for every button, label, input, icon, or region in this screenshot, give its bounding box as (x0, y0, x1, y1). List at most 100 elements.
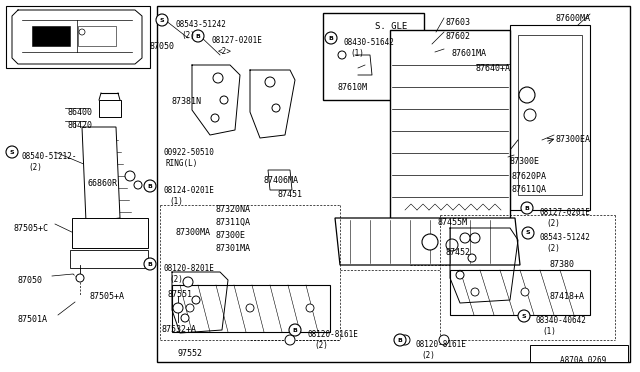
Text: A870A 0269: A870A 0269 (560, 356, 606, 365)
Text: 87601MA: 87601MA (452, 49, 487, 58)
Circle shape (192, 296, 200, 304)
Circle shape (422, 234, 438, 250)
Circle shape (522, 227, 534, 239)
Circle shape (524, 109, 536, 121)
Text: B: B (525, 205, 529, 211)
Circle shape (521, 202, 533, 214)
Text: 08120-8161E: 08120-8161E (308, 330, 359, 339)
Text: 08127-0201E: 08127-0201E (212, 36, 263, 45)
Text: (2): (2) (28, 163, 42, 172)
Text: 87640+A: 87640+A (476, 64, 511, 73)
Text: 87611QA: 87611QA (512, 185, 547, 194)
Bar (400, 50, 502, 220)
Circle shape (285, 335, 295, 345)
Circle shape (173, 303, 183, 313)
Circle shape (394, 334, 406, 346)
Text: 87501A: 87501A (18, 315, 48, 324)
Circle shape (76, 274, 84, 282)
Text: 87551: 87551 (168, 290, 193, 299)
Text: (2): (2) (181, 31, 195, 40)
Text: 08120-8161E: 08120-8161E (415, 340, 466, 349)
Circle shape (325, 32, 337, 44)
Text: 08340-40642: 08340-40642 (536, 316, 587, 325)
Text: 08124-0201E: 08124-0201E (163, 186, 214, 195)
Text: 87600MA: 87600MA (555, 14, 590, 23)
Circle shape (220, 96, 228, 104)
Bar (32, 26, 70, 46)
Text: (2): (2) (314, 341, 328, 350)
Text: (1): (1) (350, 49, 364, 58)
Text: <2>: <2> (218, 47, 232, 56)
Text: (2): (2) (546, 244, 560, 253)
Text: 87300E: 87300E (510, 157, 540, 166)
Circle shape (125, 171, 135, 181)
Circle shape (470, 233, 480, 243)
Text: B: B (148, 183, 152, 189)
Circle shape (521, 288, 529, 296)
Circle shape (471, 288, 479, 296)
Bar (6, 6, 150, 68)
Circle shape (306, 304, 314, 312)
Text: 08430-51642: 08430-51642 (344, 38, 395, 47)
Text: 08543-51242: 08543-51242 (540, 233, 591, 242)
Circle shape (186, 304, 194, 312)
Text: 87451: 87451 (278, 190, 303, 199)
Text: 87300EA: 87300EA (556, 135, 591, 144)
Text: 87050: 87050 (18, 276, 43, 285)
Text: 87300E: 87300E (215, 231, 245, 240)
Circle shape (338, 51, 346, 59)
Bar (157, 6, 630, 362)
Text: 66860R: 66860R (88, 179, 118, 188)
Text: S: S (160, 17, 164, 22)
Bar (518, 35, 582, 195)
Text: B: B (328, 35, 333, 41)
Text: (2): (2) (546, 219, 560, 228)
Polygon shape (172, 320, 192, 330)
Bar (510, 25, 590, 210)
Text: 87602: 87602 (446, 32, 471, 41)
Text: 87380: 87380 (550, 260, 575, 269)
Text: B: B (148, 262, 152, 266)
Text: (1): (1) (542, 327, 556, 336)
Polygon shape (172, 288, 192, 298)
Text: 87381N: 87381N (171, 97, 201, 106)
Circle shape (211, 114, 219, 122)
Polygon shape (450, 270, 590, 315)
Text: 08127-0201E: 08127-0201E (540, 208, 591, 217)
Circle shape (272, 104, 280, 112)
Text: 08540-51212-: 08540-51212- (22, 152, 77, 161)
Circle shape (144, 180, 156, 192)
Circle shape (181, 314, 189, 322)
Text: S: S (525, 231, 531, 235)
Polygon shape (82, 127, 120, 222)
Text: 87311QA: 87311QA (215, 218, 250, 227)
Circle shape (289, 324, 301, 336)
Text: S: S (10, 150, 14, 154)
Circle shape (156, 14, 168, 26)
Text: S. GLE: S. GLE (375, 22, 407, 31)
Circle shape (183, 277, 193, 287)
Text: 87406MA: 87406MA (264, 176, 299, 185)
Bar (323, 13, 424, 100)
Polygon shape (390, 30, 510, 240)
Text: 87603: 87603 (446, 18, 471, 27)
Circle shape (460, 233, 470, 243)
Circle shape (246, 304, 254, 312)
Circle shape (446, 239, 458, 251)
Text: B: B (196, 33, 200, 38)
Text: 00922-50510: 00922-50510 (163, 148, 214, 157)
Text: 87505+C: 87505+C (14, 224, 49, 233)
Circle shape (400, 335, 410, 345)
Bar (78, 26, 116, 46)
Circle shape (519, 87, 535, 103)
Circle shape (456, 271, 464, 279)
Circle shape (134, 181, 142, 189)
Circle shape (468, 254, 476, 262)
Circle shape (265, 77, 275, 87)
Text: 87610M: 87610M (338, 83, 368, 92)
Text: 87620PA: 87620PA (512, 172, 547, 181)
Bar (70, 250, 148, 268)
Text: 86420: 86420 (68, 121, 93, 130)
Text: 86400: 86400 (68, 108, 93, 117)
Text: 87452: 87452 (446, 248, 471, 257)
